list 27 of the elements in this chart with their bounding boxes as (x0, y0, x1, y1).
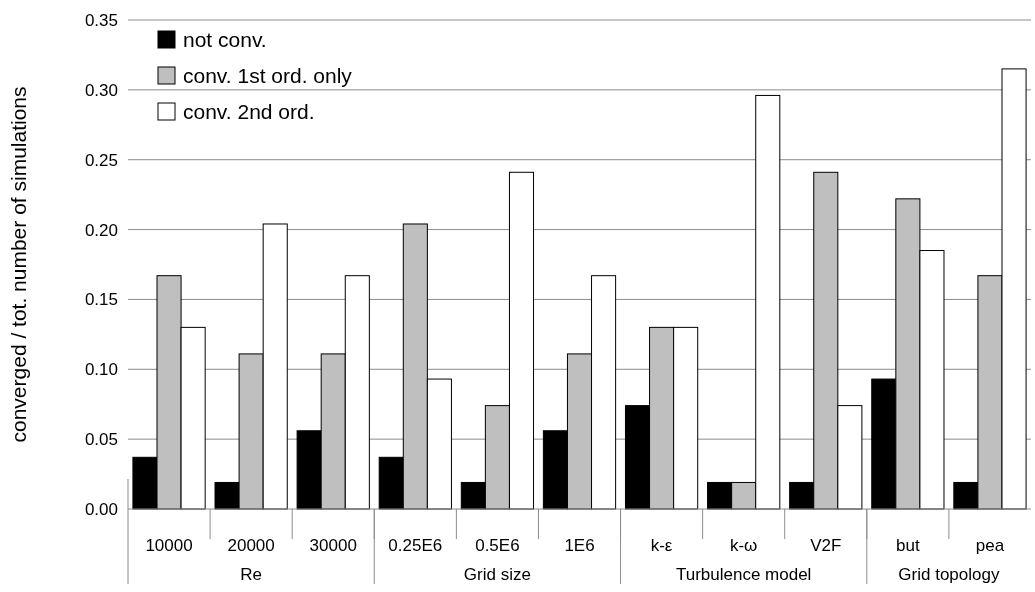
y-tick-label: 0.30 (84, 80, 118, 100)
x-tick-label: k-ω (729, 536, 758, 555)
x-tick-label: 20000 (227, 536, 275, 555)
y-tick-label: 0.15 (84, 290, 118, 310)
legend-label: not conv. (183, 28, 267, 52)
text: Grid topology (898, 565, 1000, 584)
x-tick-label: 30000 (309, 536, 357, 555)
x-tick-label: 0.5E6 (475, 536, 520, 555)
y-tick-label: 0.25 (84, 150, 118, 170)
y-tick-label: 0.10 (84, 360, 118, 380)
x-tick-label: 0.25E6 (388, 536, 443, 555)
text: Turbulence model (675, 565, 812, 584)
x-tick-label: k-ε (650, 536, 673, 555)
x-tick-label: but (896, 536, 920, 555)
text: Grid size (463, 565, 531, 584)
x-tick-label: pea (975, 536, 1005, 555)
x-tick-label: V2F (810, 536, 842, 555)
text: Re (240, 565, 262, 584)
legend-label: conv. 1st ord. only (183, 64, 353, 88)
legend-label: conv. 2nd ord. (183, 100, 315, 124)
x-tick-label: 1E6 (564, 536, 595, 555)
y-tick-label: 0.05 (84, 430, 118, 450)
y-axis-title: converged / tot. number of simulations (7, 86, 30, 443)
y-tick-label: 0.00 (84, 499, 118, 519)
x-tick-label: 10000 (145, 536, 193, 555)
y-tick-label: 0.20 (84, 220, 118, 240)
y-tick-label: 0.35 (84, 10, 118, 30)
